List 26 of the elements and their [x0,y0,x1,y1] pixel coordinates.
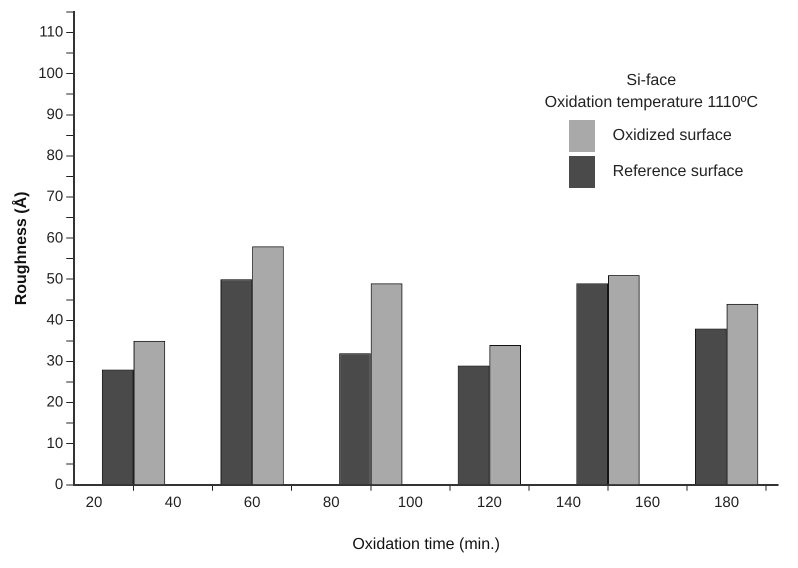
x-tick-label: 40 [164,494,182,511]
y-tick-label: 70 [46,188,64,206]
x-tick-label: 160 [635,494,660,511]
y-tick-label: 90 [46,106,64,123]
y-tick-label: 110 [39,24,64,41]
y-tick-label: 100 [38,64,64,82]
x-tick-label: 20 [86,494,102,511]
x-tick-label: 80 [322,494,340,511]
x-tick-label: 100 [398,494,423,511]
x-axis-title: Oxidation time (min.) [352,536,500,553]
legend-label: Oxidized surface [612,127,732,145]
legend-title: Si-face Oxidation temperature 1110ºC [544,71,758,113]
y-tick-label: 50 [46,270,64,288]
y-tick-label: 60 [46,229,64,246]
y-tick-label: 30 [46,352,64,370]
y-tick-label: 0 [54,476,64,493]
y-tick-label: 10 [46,434,64,452]
x-tick-label: 120 [476,494,502,511]
x-tick-label: 140 [556,494,581,511]
x-tick-label: 180 [714,494,740,511]
x-tick-label: 60 [244,494,260,511]
y-tick-label: 40 [46,311,64,328]
y-tick-label: 80 [46,147,64,164]
legend-label: Reference surface [612,163,744,181]
y-axis-title: Roughness (Å) [11,192,30,306]
y-tick-label: 20 [46,394,64,411]
